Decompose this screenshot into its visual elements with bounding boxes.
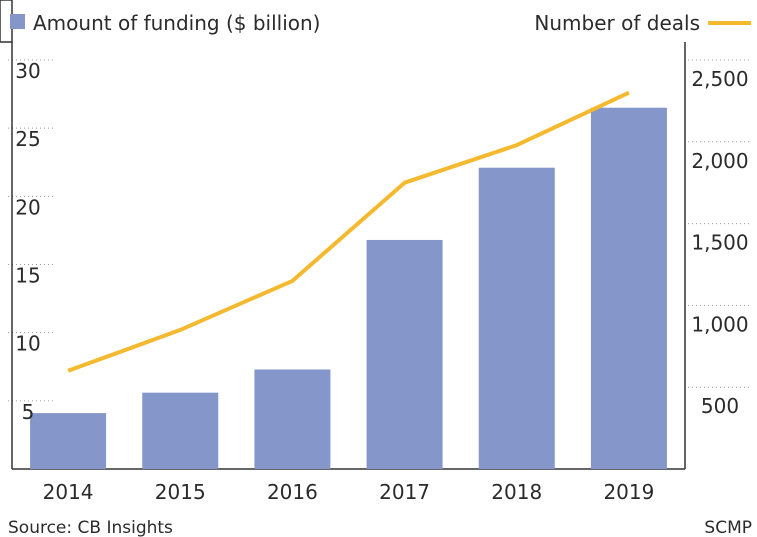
x-tick-label: 2014 <box>43 480 94 504</box>
legend-funding-swatch <box>10 14 25 29</box>
grid <box>8 42 752 470</box>
credit-label: SCMP <box>704 518 752 537</box>
legend-funding-label: Amount of funding ($ billion) <box>33 11 320 35</box>
funding-bars <box>30 107 667 469</box>
y-left-tick-label: 30 <box>15 59 40 83</box>
y-left-tick-label: 10 <box>15 332 40 356</box>
legend: Amount of funding ($ billion) Number of … <box>10 11 751 35</box>
bar-2016 <box>254 369 331 469</box>
y-left-tick-label: 25 <box>15 127 40 151</box>
deals-line <box>67 90 630 373</box>
x-tick-label: 2017 <box>379 480 430 504</box>
y-right-tick-label: 2,000 <box>691 149 748 173</box>
bar-2019 <box>590 107 667 469</box>
bar-2014 <box>30 413 107 469</box>
x-tick-label: 2019 <box>603 480 654 504</box>
axis-ticks: 5 10 15 20 25 30 500 1,000 1,500 2,000 2,500 2014 20… <box>15 59 748 504</box>
y-left-tick-label: 15 <box>15 264 40 288</box>
y-left-tick-label: 5 <box>22 400 35 424</box>
y-right-tick-label: 1,000 <box>691 312 748 336</box>
legend-deals-label: Number of deals <box>534 11 700 35</box>
x-tick-label: 2018 <box>491 480 542 504</box>
x-tick-label: 2016 <box>267 480 318 504</box>
y-right-tick-label: 1,500 <box>691 231 748 255</box>
bar-2018 <box>478 167 555 469</box>
bar-2017 <box>366 239 443 469</box>
x-tick-label: 2015 <box>155 480 206 504</box>
bar-2015 <box>142 392 219 469</box>
y-right-tick-label: 500 <box>701 394 739 418</box>
source-note: Source: CB Insights <box>8 518 173 537</box>
y-left-tick-label: 20 <box>15 195 40 219</box>
y-right-tick-label: 2,500 <box>691 67 748 91</box>
